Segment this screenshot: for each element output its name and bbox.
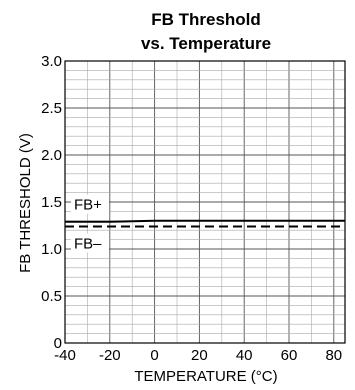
x-tick-label: -20 — [99, 347, 121, 364]
x-tick-label: 60 — [281, 347, 298, 364]
x-tick-label: 80 — [325, 347, 342, 364]
series-line-fb-plus — [65, 219, 345, 223]
x-tick-label: 0 — [150, 347, 158, 364]
series-label-bg — [71, 194, 109, 214]
y-axis-label: FB THRESHOLD (V) — [17, 133, 34, 273]
x-axis-label: TEMPERATURE (°C) — [134, 368, 277, 385]
y-tick-label: 1.5 — [41, 194, 62, 211]
series-label-fb-plus: FB+ — [74, 197, 102, 214]
y-tick-label: 3.0 — [41, 53, 62, 70]
series-label-fb-minus: FB– — [74, 235, 102, 252]
x-tick-label: 20 — [191, 347, 208, 364]
tick-labels: -40 -20 0 20 40 60 80 0 0.5 1.0 1.5 2.0 2.5 3.0 — [41, 53, 342, 364]
x-tick-label: -40 — [54, 347, 76, 364]
plot-frame — [64, 60, 346, 344]
series-lines — [65, 219, 345, 228]
y-tick-label: 0 — [54, 335, 62, 352]
chart-title: FB Threshold — [151, 10, 261, 29]
series-label-bg — [71, 233, 109, 253]
series-labels: FB+ FB– — [71, 194, 109, 253]
y-tick-label: 0.5 — [41, 288, 62, 305]
y-tick-label: 1.0 — [41, 241, 62, 258]
chart-subtitle: vs. Temperature — [141, 34, 271, 53]
x-tick-label: 40 — [236, 347, 253, 364]
y-tick-label: 2.5 — [41, 100, 62, 117]
y-tick-label: 2.0 — [41, 147, 62, 164]
